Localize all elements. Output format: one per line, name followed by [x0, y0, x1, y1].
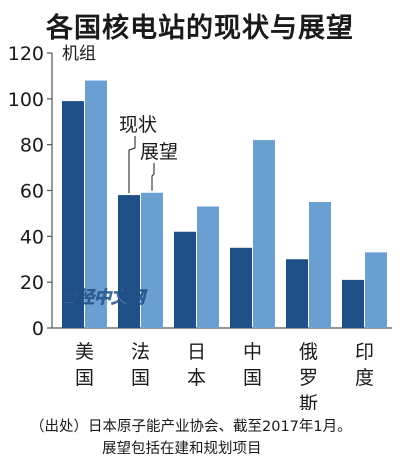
bar-current	[118, 195, 140, 328]
bar-outlook	[309, 201, 331, 328]
bar-outlook	[85, 80, 107, 328]
y-tick-label: 120	[8, 43, 44, 65]
bar-current	[62, 101, 84, 328]
category-label: 度	[355, 367, 374, 389]
y-tick-label: 80	[20, 135, 44, 157]
category-label: 国	[131, 367, 150, 389]
y-tick-label: 60	[20, 181, 44, 203]
bar-outlook	[141, 192, 163, 328]
y-axis: 0 20 40 60 80 100 120	[8, 43, 392, 340]
series-label-outlook: 展望	[140, 141, 178, 163]
category-label: 本	[187, 367, 206, 389]
bars-group	[62, 80, 387, 328]
unit-label: 机组	[62, 44, 96, 64]
category-label: 国	[75, 367, 94, 389]
y-tick-label: 0	[32, 318, 44, 340]
bar-outlook	[253, 140, 275, 328]
category-label: 中	[243, 341, 262, 363]
y-tick-label: 100	[8, 89, 44, 111]
category-label: 国	[243, 367, 262, 389]
bar-outlook	[197, 206, 219, 328]
scope-note: 展望包括在建和规划项目	[102, 441, 262, 457]
y-tick-label: 20	[20, 272, 44, 294]
leader-line-current	[128, 136, 136, 194]
bar-current	[342, 279, 364, 328]
category-label: 美	[75, 341, 94, 363]
source-note: （出处）日本原子能产业协会、截至2017年1月。	[30, 419, 352, 435]
category-label: 斯	[299, 393, 318, 410]
watermark: 日经中文网	[60, 288, 148, 308]
category-label: 俄	[299, 341, 318, 363]
category-label: 法	[131, 341, 150, 363]
bar-outlook	[365, 252, 387, 328]
chart-title: 各国核电站的现状与展望	[46, 13, 354, 44]
category-label: 印	[355, 341, 374, 363]
series-label-current: 现状	[119, 114, 157, 136]
category-label: 罗	[299, 367, 318, 389]
bar-current	[174, 231, 196, 328]
bar-current	[230, 247, 252, 328]
leader-line-outlook	[151, 163, 155, 191]
category-label: 日	[187, 341, 206, 363]
y-tick-label: 40	[20, 226, 44, 248]
bar-current	[286, 259, 308, 328]
